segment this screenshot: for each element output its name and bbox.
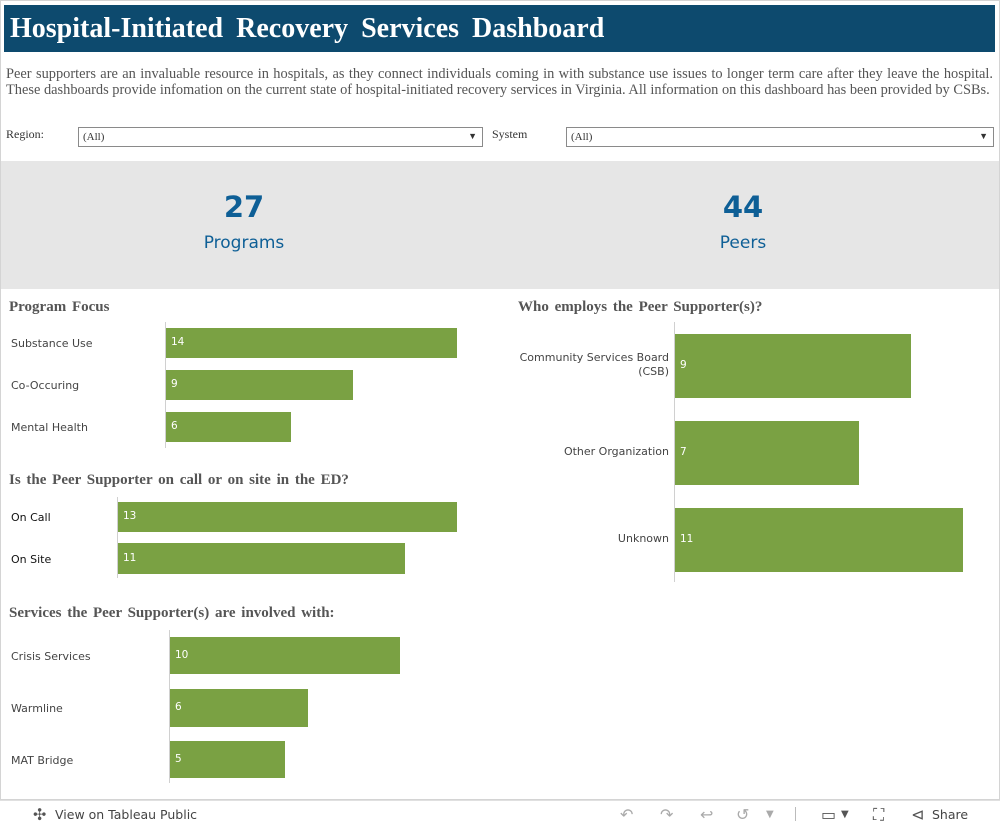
share-icon[interactable]: ⊲ [911, 805, 925, 824]
category-label-line: (CSB) [638, 365, 669, 378]
chevron-down-icon: ▼ [979, 131, 988, 141]
system-filter-value: (All) [571, 131, 593, 143]
category-label: Co-Occuring [11, 379, 80, 392]
category-label-line: Unknown [617, 532, 669, 545]
bar[interactable]: 14 [166, 328, 457, 358]
bar-value-label: 11 [680, 533, 694, 545]
bar[interactable]: 9 [675, 334, 911, 398]
chart-axis-line [674, 322, 675, 582]
bar[interactable]: 11 [118, 543, 405, 574]
tableau-toolbar: ✣ View on Tableau Public ↶ ↷ ↩ ↺ ▼ ▭ ▼ ⛶… [0, 800, 1000, 827]
kpi-band [1, 161, 999, 289]
category-label: On Site [11, 552, 52, 566]
bar-value-label: 6 [175, 701, 182, 713]
bar-value-label: 7 [680, 446, 687, 458]
title-bar: Hospital-Initiated Recovery Services Das… [4, 5, 995, 52]
bar[interactable]: 5 [170, 741, 285, 778]
bar-value-label: 9 [680, 359, 687, 371]
region-filter-select[interactable]: (All) ▼ [78, 127, 483, 147]
program-focus-title: Program Focus [9, 299, 110, 315]
chart-axis-line [117, 497, 118, 578]
category-label: Substance Use [11, 337, 93, 350]
category-label: Warmline [11, 702, 63, 715]
bar-value-label: 10 [175, 648, 189, 661]
download-icon[interactable]: ▭ [821, 805, 837, 824]
tableau-icon: ✣ [33, 805, 47, 824]
on-call-onsite-title: Is the Peer Supporter on call or on site… [9, 472, 349, 488]
category-label: Mental Health [11, 421, 88, 434]
bar-value-label: 9 [171, 378, 178, 390]
region-filter-label: Region: [6, 127, 44, 141]
category-label: Other Organization [469, 445, 669, 459]
bar-value-label: 5 [175, 752, 182, 765]
bar[interactable]: 10 [170, 637, 400, 674]
download-dropdown-icon[interactable]: ▼ [841, 809, 849, 820]
employer-title: Who employs the Peer Supporter(s)? [518, 299, 763, 315]
bar[interactable]: 13 [118, 502, 457, 532]
peers-label: Peers [719, 233, 767, 253]
share-button[interactable]: Share [932, 807, 969, 822]
view-on-tableau-link[interactable]: View on Tableau Public [55, 807, 198, 822]
category-label: On Call [11, 511, 51, 524]
dashboard-frame [0, 0, 1000, 800]
bar[interactable]: 11 [675, 508, 963, 572]
revert-icon[interactable]: ↩ [700, 805, 714, 824]
region-filter-value: (All) [83, 131, 105, 143]
programs-label: Programs [203, 233, 285, 253]
chart-axis-line [165, 322, 166, 448]
bar-value-label: 13 [123, 510, 137, 522]
dashboard-title: Hospital-Initiated Recovery Services Das… [10, 13, 605, 44]
chart-axis-line [169, 630, 170, 783]
system-filter-select[interactable]: (All) ▼ [566, 127, 994, 147]
category-label-line: Other Organization [563, 445, 669, 458]
bar[interactable]: 6 [170, 689, 308, 727]
bar-value-label: 14 [171, 336, 185, 348]
peers-count: 44 [722, 190, 764, 224]
system-filter-label: System [492, 127, 528, 141]
category-label: Unknown [469, 532, 669, 546]
chevron-down-icon: ▼ [468, 131, 477, 141]
bar[interactable]: 9 [166, 370, 353, 400]
intro-text: Peer supporters are an invaluable resour… [6, 66, 993, 98]
category-label: Community Services Board (CSB) [469, 351, 669, 379]
refresh-dropdown-icon[interactable]: ▼ [766, 809, 774, 820]
programs-count: 27 [223, 190, 265, 224]
undo-icon[interactable]: ↶ [620, 805, 634, 824]
redo-icon[interactable]: ↷ [660, 805, 674, 824]
toolbar-separator [795, 807, 796, 821]
services-title: Services the Peer Supporter(s) are invol… [9, 605, 335, 621]
refresh-icon[interactable]: ↺ [736, 805, 750, 824]
category-label-line: Community Services Board [519, 351, 669, 364]
fullscreen-icon[interactable]: ⛶ [873, 805, 885, 824]
category-label: MAT Bridge [11, 753, 74, 767]
bar-value-label: 6 [171, 420, 178, 432]
category-label: Crisis Services [11, 649, 91, 663]
bar-value-label: 11 [123, 551, 137, 564]
bar[interactable]: 7 [675, 421, 859, 485]
bar[interactable]: 6 [166, 412, 291, 442]
